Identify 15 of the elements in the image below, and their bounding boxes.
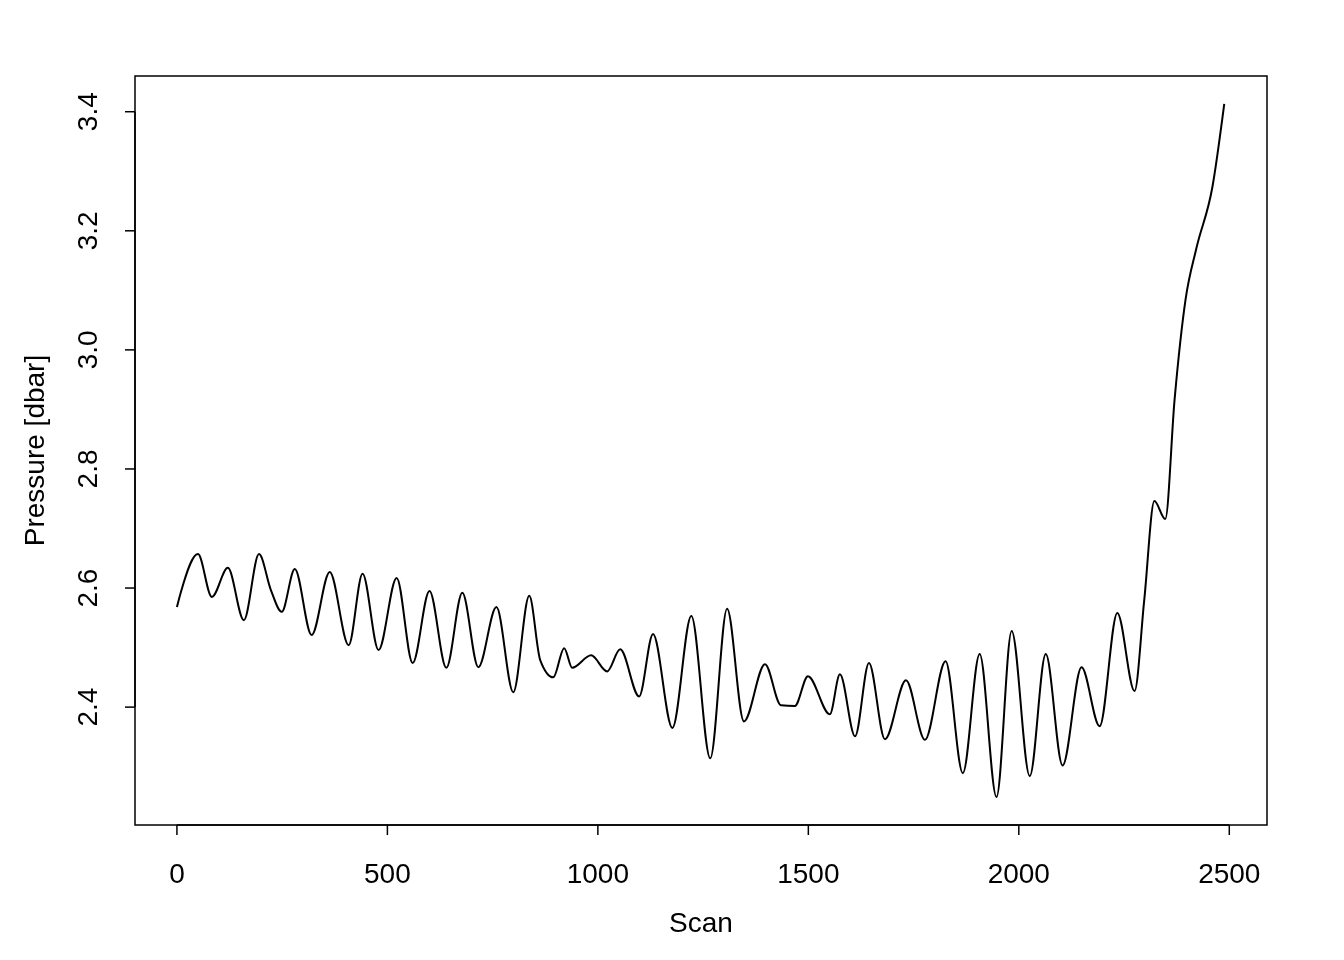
line-series bbox=[175, 102, 1226, 799]
y-tick-label: 3.0 bbox=[72, 330, 103, 370]
y-tick-label: 3.2 bbox=[72, 211, 103, 251]
x-tick-label: 500 bbox=[364, 858, 411, 889]
y-tick-label: 2.8 bbox=[72, 449, 103, 489]
x-tick-label: 2500 bbox=[1198, 858, 1261, 889]
y-tick-label: 2.6 bbox=[72, 568, 103, 608]
y-axis-title: Pressure [dbar] bbox=[19, 354, 50, 547]
y-tick-label: 2.4 bbox=[72, 687, 103, 727]
x-tick-label: 1000 bbox=[566, 858, 630, 889]
x-tick-label: 2000 bbox=[987, 858, 1050, 889]
x-tick-label: 0 bbox=[169, 858, 185, 889]
x-tick-label: 1500 bbox=[777, 858, 840, 889]
y-tick-label: 3.4 bbox=[72, 92, 103, 132]
x-axis-title: Scan bbox=[669, 907, 733, 938]
